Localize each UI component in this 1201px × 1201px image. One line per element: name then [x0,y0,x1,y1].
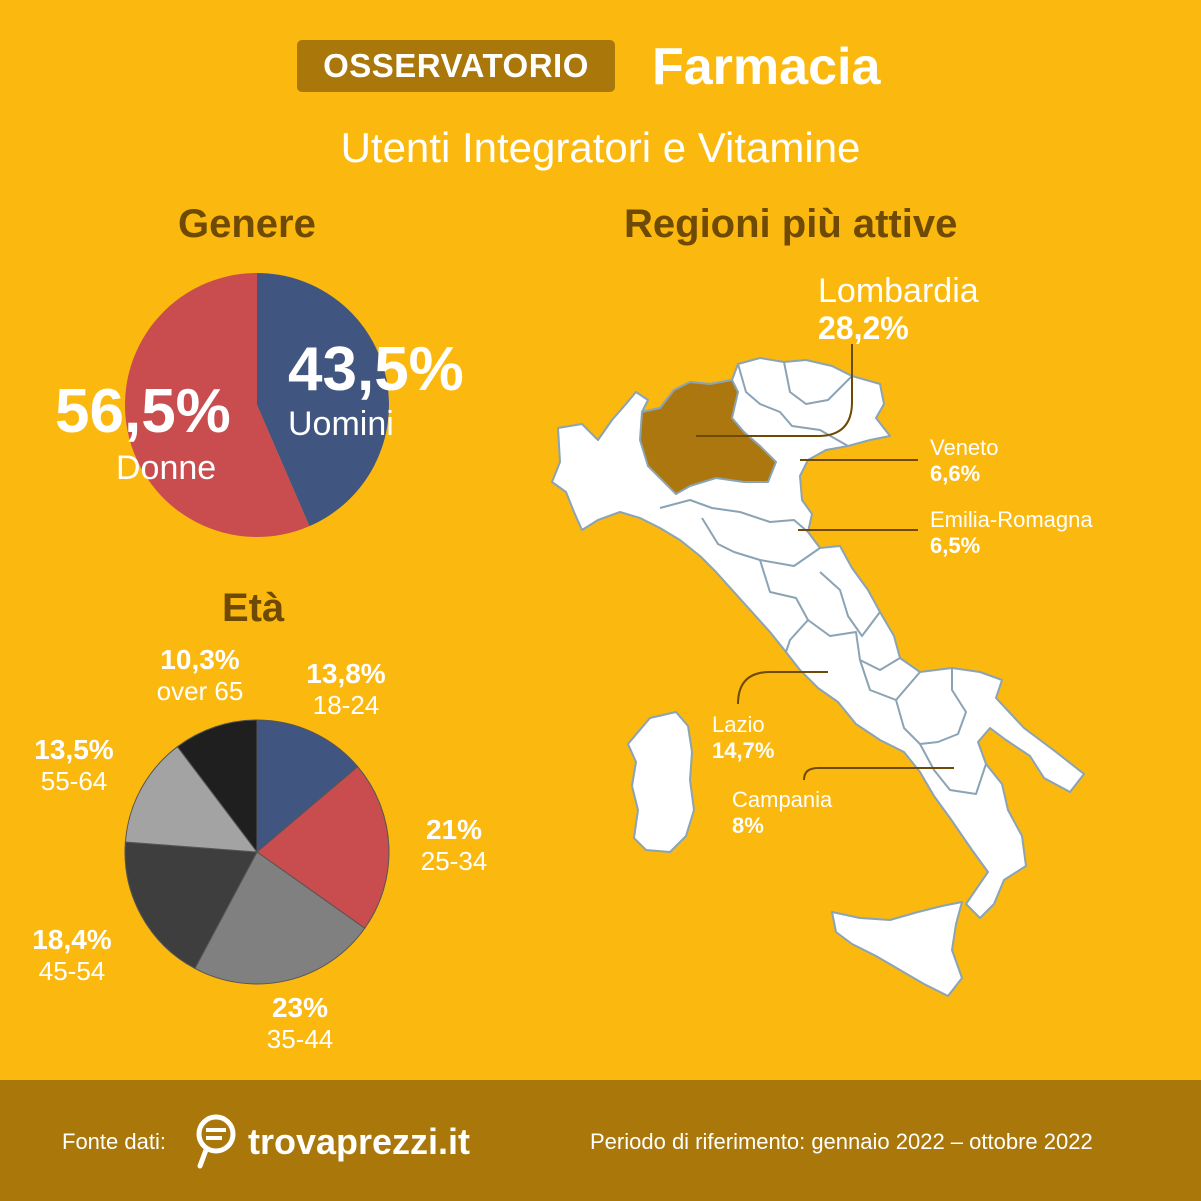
women-label: Donne [116,449,217,487]
trovaprezzi-logo-icon [194,1112,240,1175]
gender-title: Genere [178,202,316,246]
page-subtitle: Utenti Integratori e Vitamine [340,124,861,171]
pie-slice-25-34 [256,765,390,929]
age-label-45-54: 18,4% 45-54 [12,924,132,986]
age-cat-over65: over 65 [156,676,244,706]
brand-title: Farmacia [652,38,881,96]
region-campania: Campania 8% [732,787,832,839]
region-emilia-romagna: Emilia-Romagna 6,5% [930,507,1093,559]
region-pct-lazio: 14,7% [712,738,775,763]
trovaprezzi-logo-text[interactable]: trovaprezzi.it [248,1121,471,1162]
region-name-lazio: Lazio [712,712,765,737]
campania-leader-line [803,767,954,781]
region-pct-veneto: 6,6% [930,461,981,486]
italy-mainland-shape [551,357,1085,919]
age-cat-25-34: 25-34 [420,846,488,876]
pie-slice-over-65 [176,719,258,854]
age-label-55-64: 13,5% 55-64 [14,734,134,796]
sicily-shape [831,901,963,997]
reference-period: Periodo di riferimento: gennaio 2022 – o… [590,1129,1093,1154]
age-pct-35-44: 23% [271,992,329,1023]
women-percent: 56,5% [55,377,231,446]
region-veneto: Veneto 6,6% [930,435,999,487]
age-cat-18-24: 18-24 [312,690,380,720]
region-lombardia: Lombardia 28,2% [818,272,979,346]
region-name-veneto: Veneto [930,435,999,460]
source-label: Fonte dati: [62,1129,166,1154]
age-cat-55-64: 55-64 [40,766,108,796]
region-name-campania: Campania [732,787,833,812]
lazio-leader-line [737,671,828,705]
pie-slice-donne [124,273,310,538]
pie-slice-35-44 [194,851,366,985]
region-pct-lombardia: 28,2% [818,310,909,346]
region-name-lombardia: Lombardia [818,272,979,310]
age-pct-over65: 10,3% [160,644,240,675]
italy-map [551,344,1085,997]
lombardia-leader-line [696,344,853,437]
age-label-25-34: 21% 25-34 [394,814,514,876]
pie-slice-18-24 [256,719,359,854]
region-lazio: Lazio 14,7% [712,712,774,764]
age-title: Età [222,586,285,630]
region-name-emilia: Emilia-Romagna [930,507,1093,532]
age-pct-25-34: 21% [425,814,483,845]
age-label-over65: 10,3% over 65 [140,644,260,706]
sardinia-shape [627,711,695,853]
age-pct-55-64: 13,5% [34,734,114,765]
age-pct-18-24: 13,8% [306,658,386,689]
age-label-18-24: 13,8% 18-24 [286,658,406,720]
pie-slice-uomini [257,273,389,527]
age-cat-35-44: 35-44 [266,1024,334,1054]
men-label: Uomini [288,405,394,443]
pie-slice-45-54 [124,841,258,970]
age-pct-45-54: 18,4% [32,924,112,955]
footer-bar: Fonte dati: trovaprezzi.it Periodo di ri… [0,1080,1201,1201]
pie-slice-55-64 [124,745,259,853]
region-pct-emilia: 6,5% [930,533,981,558]
region-pct-campania: 8% [732,813,764,838]
age-label-35-44: 23% 35-44 [240,992,360,1054]
age-cat-45-54: 45-54 [38,956,106,986]
observatory-badge: OSSERVATORIO [297,40,615,92]
regions-title: Regioni più attive [624,202,958,246]
gender-pie-chart [124,273,390,985]
men-percent: 43,5% [288,335,464,404]
